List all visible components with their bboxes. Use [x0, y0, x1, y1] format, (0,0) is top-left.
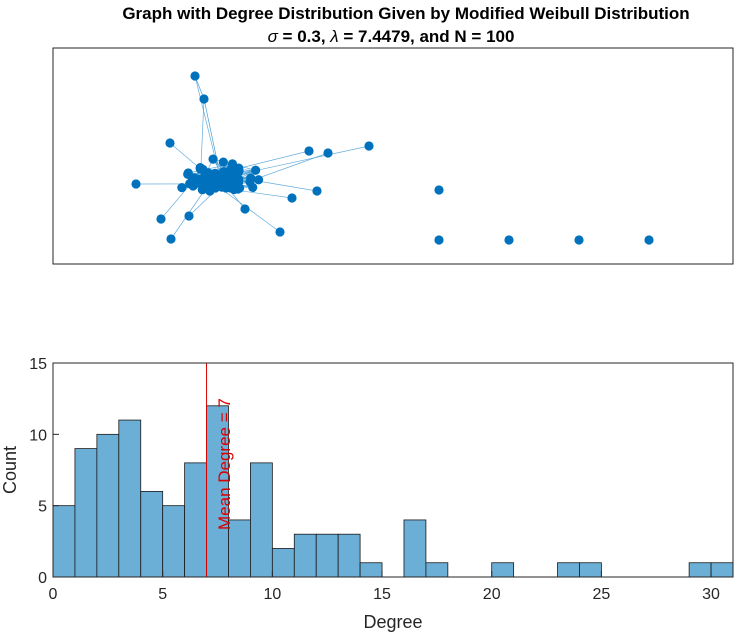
- histogram-bar: [491, 562, 515, 578]
- y-tick-label: 10: [29, 427, 47, 444]
- network-node: [644, 235, 654, 245]
- x-tick-label: 20: [483, 586, 501, 603]
- mean-degree-label: Mean Degree = 7: [215, 398, 234, 530]
- network-node: [234, 183, 245, 193]
- lambda-value: = 7.4479, and N = 100: [339, 27, 515, 46]
- x-tick-label: 0: [49, 586, 58, 603]
- x-tick-label: 5: [158, 586, 167, 603]
- network-node: [434, 235, 444, 245]
- histogram-bars: [52, 405, 734, 578]
- x-tick-label: 15: [373, 586, 391, 603]
- graph-axes-box: [52, 47, 734, 265]
- histogram-ticks: 0 5 10 15 20 25 30 0 5 10 15: [29, 356, 720, 603]
- histogram-bar: [162, 505, 186, 578]
- network-node: [240, 204, 250, 214]
- network-node: [223, 176, 233, 187]
- network-node: [248, 182, 258, 193]
- y-tick-label: 5: [38, 499, 47, 516]
- network-node: [574, 235, 584, 245]
- histogram-axes-box: [52, 362, 734, 578]
- histogram-bar: [425, 562, 449, 578]
- network-node: [218, 157, 228, 167]
- network-node: [166, 234, 176, 244]
- network-node: [196, 178, 206, 188]
- network-nodes: [131, 71, 654, 245]
- network-node: [183, 168, 193, 178]
- x-tick-label: 10: [263, 586, 281, 603]
- histogram-bar: [140, 490, 164, 578]
- histogram-bar: [293, 533, 317, 578]
- lambda-symbol: λ: [329, 27, 338, 46]
- network-node: [177, 182, 187, 193]
- network-node: [504, 235, 514, 245]
- sigma-symbol: σ: [268, 27, 279, 46]
- network-edge: [203, 98, 219, 166]
- histogram-bar: [315, 533, 339, 578]
- network-node: [275, 227, 285, 237]
- network-node: [251, 165, 261, 175]
- network-node: [312, 186, 322, 196]
- network-node: [246, 173, 256, 183]
- x-tick-label: 25: [592, 586, 610, 603]
- network-node: [304, 146, 314, 156]
- network-node: [225, 165, 236, 175]
- network-node: [165, 138, 175, 148]
- histogram-bar: [271, 548, 295, 578]
- network-node: [156, 214, 166, 224]
- x-tick-label: 30: [702, 586, 720, 603]
- y-tick-label: 15: [29, 356, 47, 373]
- network-edge: [194, 75, 222, 182]
- network-node: [364, 141, 374, 151]
- histogram-bar: [403, 519, 427, 578]
- histogram-bar: [359, 562, 383, 578]
- network-node: [199, 94, 209, 104]
- network-node: [434, 185, 444, 195]
- histogram-bar: [96, 433, 120, 578]
- network-node: [190, 71, 200, 81]
- histogram-bar: [184, 462, 207, 578]
- histogram-bar: [557, 562, 580, 578]
- histogram-bar: [74, 448, 98, 578]
- network-node: [205, 182, 215, 192]
- network-node: [131, 179, 141, 189]
- y-tick-label: 0: [38, 570, 47, 587]
- network-node: [198, 164, 208, 175]
- network-node: [234, 165, 244, 176]
- figure-title: Graph with Degree Distribution Given by …: [122, 4, 689, 23]
- histogram-bar: [250, 462, 273, 578]
- y-axis-label: Count: [0, 446, 20, 494]
- sigma-value: = 0.3,: [278, 27, 330, 46]
- histogram-bar: [579, 562, 602, 578]
- histogram-bar: [52, 505, 76, 578]
- x-axis-label: Degree: [363, 612, 422, 632]
- histogram-bar: [688, 562, 712, 578]
- network-node: [184, 211, 194, 221]
- histogram-bar: [118, 419, 142, 578]
- network-node: [323, 148, 333, 158]
- network-node: [208, 154, 218, 164]
- network-node: [287, 193, 297, 203]
- network-node: [253, 175, 264, 185]
- figure-subtitle: σ = 0.3, λ = 7.4479, and N = 100: [268, 27, 515, 46]
- histogram-bar: [337, 533, 361, 578]
- histogram-bar: [710, 562, 734, 578]
